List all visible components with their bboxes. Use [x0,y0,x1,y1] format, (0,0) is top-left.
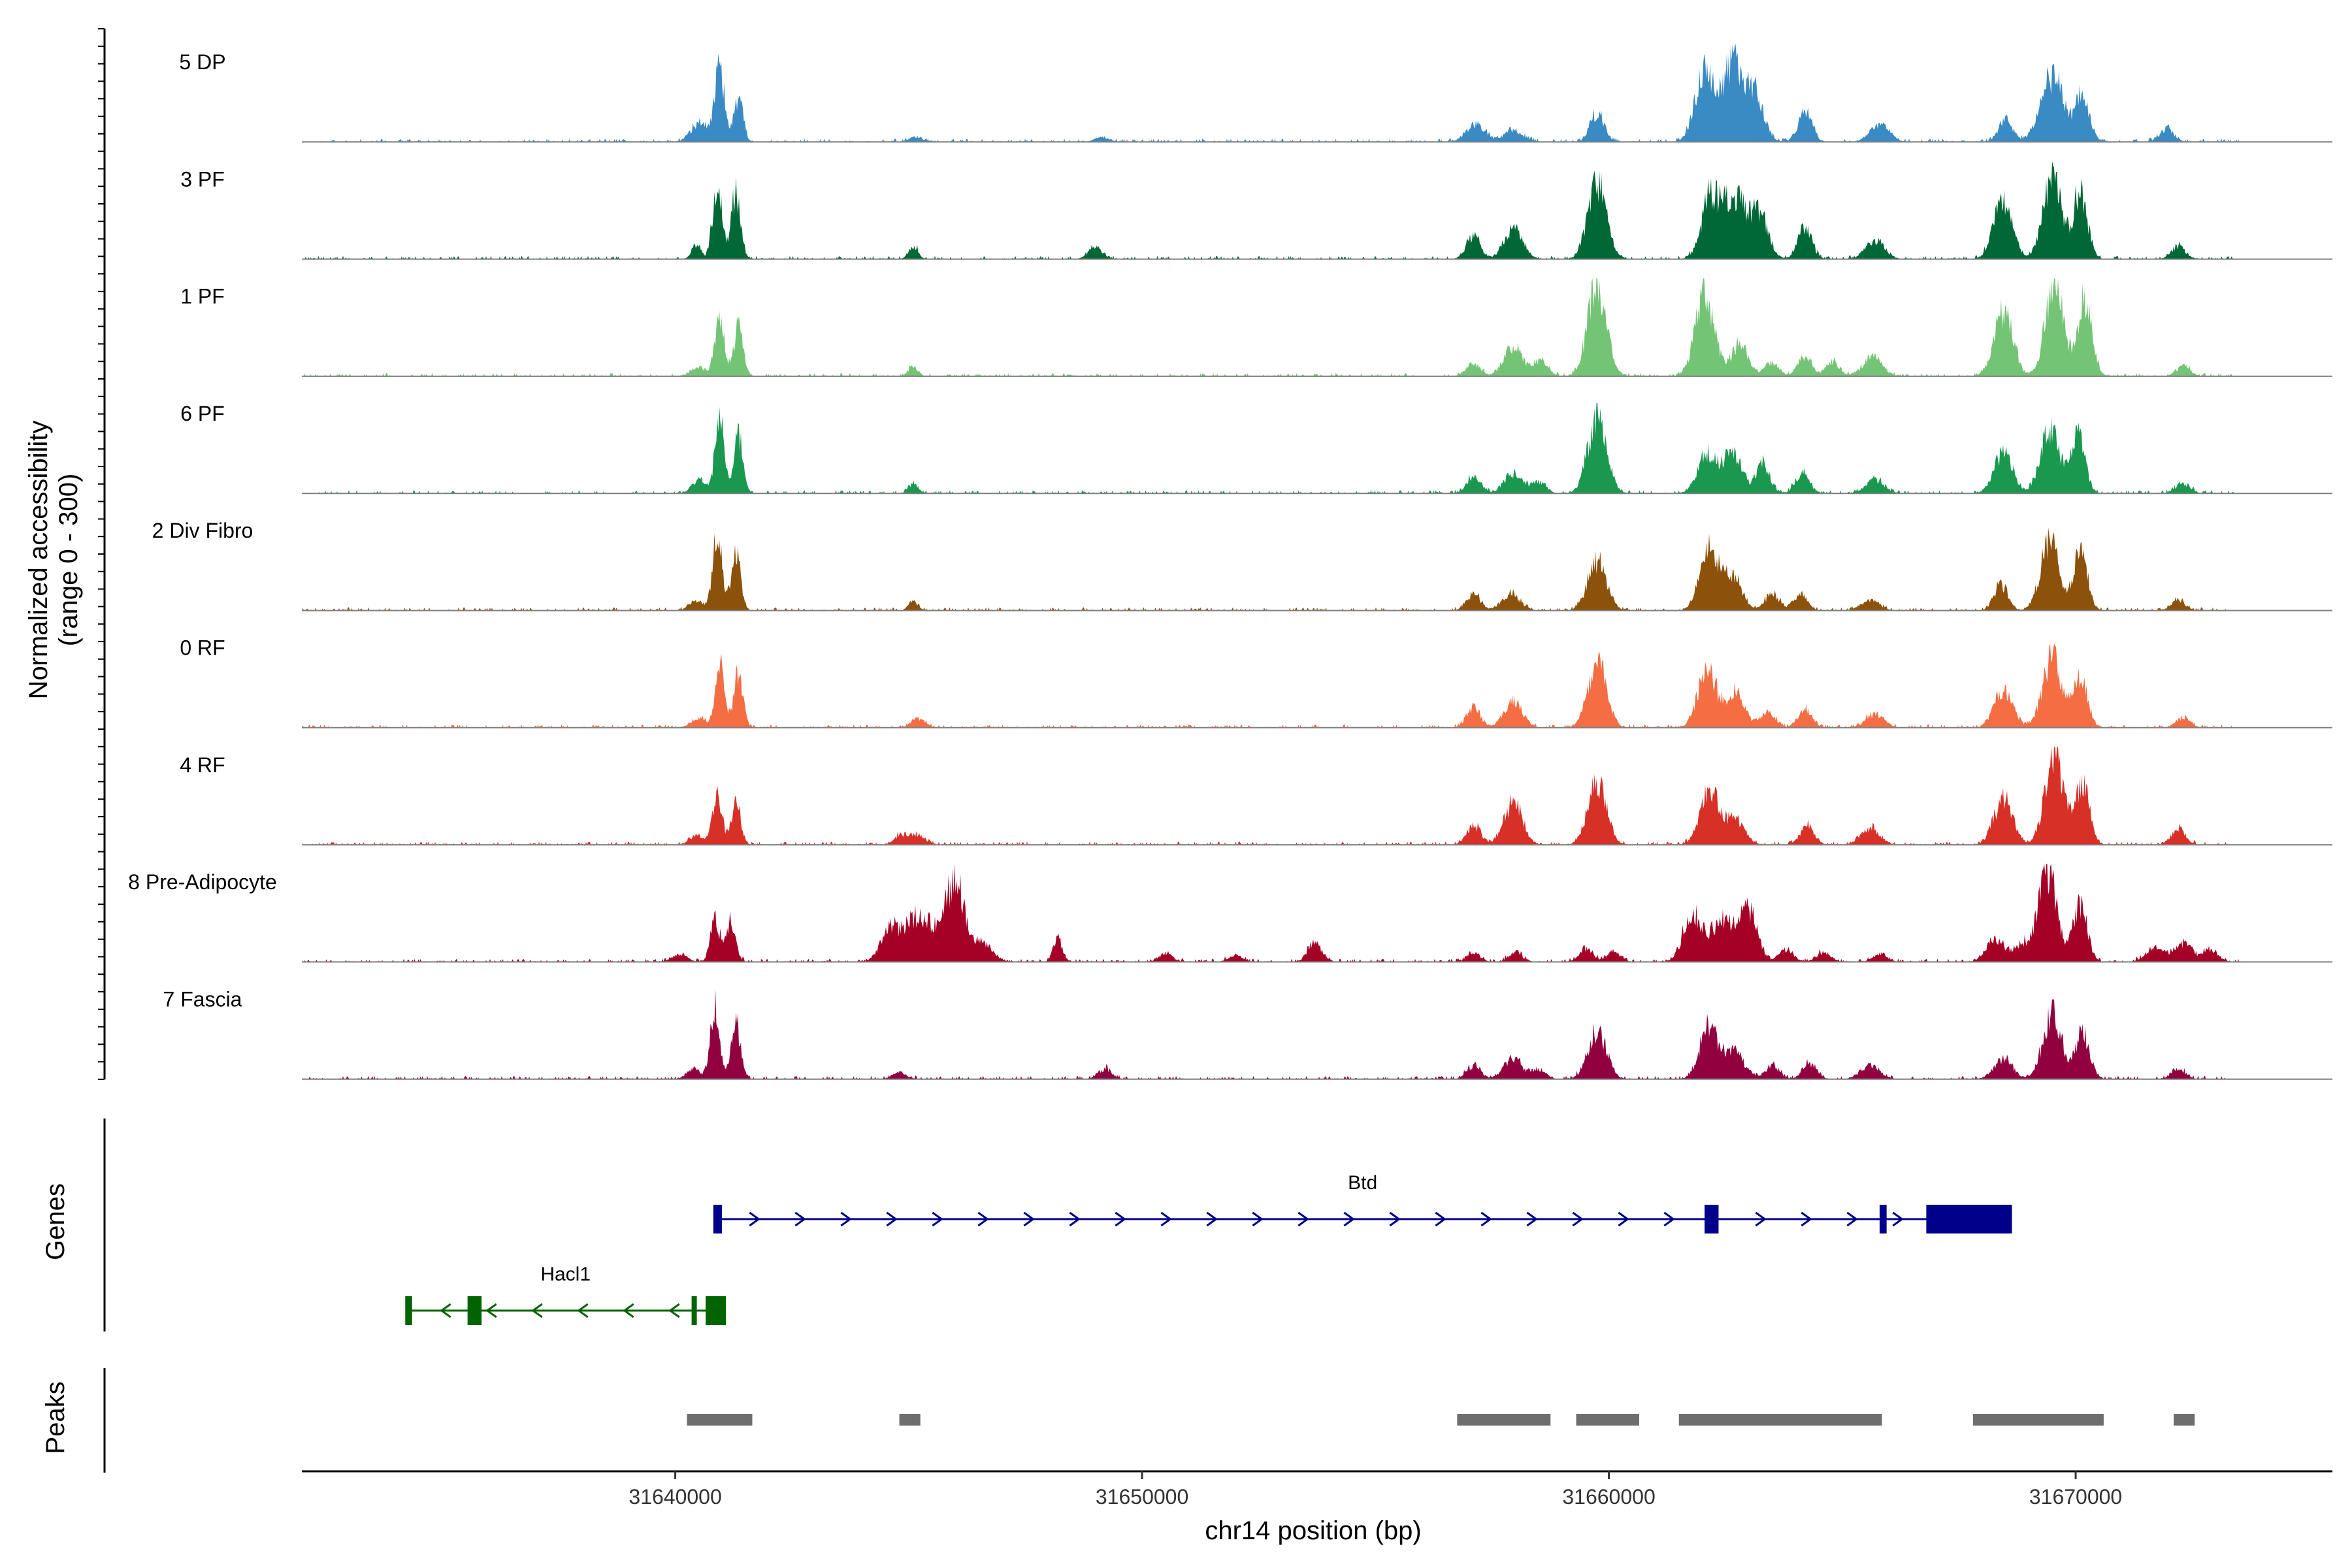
coverage-area [302,643,2240,728]
y-axis-title-line1: Normalized accessibility [24,421,53,700]
strand-chevron [1206,1211,1218,1227]
track-6: 4 RF [180,747,2332,846]
gene-Hacl1: Hacl1 [405,1264,727,1325]
peak-region [1678,1414,1882,1426]
peak-region [2174,1414,2195,1426]
strand-chevron [1435,1211,1446,1227]
track-0: 5 DP [179,44,2332,143]
peak-region [1457,1414,1551,1426]
track-label: 2 Div Fibro [152,519,253,542]
strand-chevron [1160,1211,1172,1227]
genes-track-title: Genes [41,1183,70,1260]
strand-chevron [1389,1211,1401,1227]
strand-chevron [531,1303,543,1318]
track-label: 8 Pre-Adipocyte [128,870,277,894]
strand-chevron [577,1303,589,1318]
x-tick-label: 31660000 [1562,1485,1655,1509]
strand-chevron [485,1303,497,1318]
peak-region-track [687,1414,2195,1426]
strand-chevron [932,1211,943,1227]
strand-chevron [977,1211,989,1227]
x-axis-title: chr14 position (bp) [1205,1516,1421,1545]
strand-chevron [794,1211,806,1227]
gene-exon [706,1296,725,1325]
coverage-area [302,278,2240,376]
coverage-area [302,402,2240,494]
strand-chevron [668,1303,680,1318]
strand-chevron [1892,1211,1904,1227]
gene-exon [1705,1205,1719,1233]
x-axis: 31640000 31650000 31660000 31670000 [302,1470,2332,1509]
y-axis [98,28,106,1473]
strand-chevron [1572,1211,1584,1227]
strand-chevron [886,1211,898,1227]
coverage-area [302,747,2240,845]
strand-chevron [1343,1211,1355,1227]
coverage-area [302,527,2240,611]
track-label: 0 RF [180,636,225,660]
strand-chevron [749,1211,760,1227]
coverage-area [302,989,2240,1079]
peak-region [899,1414,921,1426]
track-5: 0 RF [180,636,2332,728]
peak-region [1972,1414,2104,1426]
x-tick-label: 31640000 [629,1485,721,1509]
coverage-area [302,161,2240,259]
coverage-tracks: 5 DP 3 PF 1 PF 6 PF 2 Div Fibro 0 RF 4 RF 8 Pre… [128,44,2332,1080]
gene-Btd: Btd [713,1172,2012,1233]
gene-exon [691,1296,697,1325]
gene-name-label: Btd [1348,1172,1377,1194]
track-4: 2 Div Fibro [152,519,2332,612]
gene-name-label: Hacl1 [540,1264,591,1285]
strand-chevron [1846,1211,1858,1227]
track-2: 1 PF [180,278,2332,377]
gene-exon [406,1296,412,1325]
track-label: 6 PF [180,402,225,425]
track-label: 4 RF [180,753,225,777]
track-label: 5 DP [179,50,225,74]
gene-exon [1926,1205,2011,1233]
strand-chevron [1298,1211,1309,1227]
gene-exon [1879,1205,1887,1233]
y-axis-title-line2: (range 0 - 300) [54,474,83,647]
strand-chevron [1663,1211,1675,1227]
strand-chevron [1618,1211,1629,1227]
strand-chevron [1023,1211,1035,1227]
track-label: 1 PF [180,285,225,308]
strand-chevron [1069,1211,1081,1227]
strand-chevron [1526,1211,1538,1227]
strand-chevron [1480,1211,1492,1227]
x-tick-label: 31650000 [1096,1485,1188,1509]
track-8: 7 Fascia [163,987,2332,1080]
coverage-area [302,864,2240,962]
track-1: 3 PF [180,161,2332,260]
track-label: 3 PF [180,167,225,191]
strand-chevron [440,1303,451,1318]
strand-chevron [1755,1211,1767,1227]
coverage-area [302,44,2240,142]
strand-chevron [1801,1211,1812,1227]
track-7: 8 Pre-Adipocyte [128,864,2332,963]
strand-chevron [1115,1211,1126,1227]
gene-exon [715,1205,723,1233]
strand-chevron [840,1211,852,1227]
x-tick-label: 31670000 [2029,1485,2122,1509]
gene-exon [467,1296,482,1325]
strand-chevron [623,1303,634,1318]
peak-region [1576,1414,1639,1426]
peaks-track-title: Peaks [41,1381,70,1454]
track-label: 7 Fascia [163,987,242,1011]
track-3: 6 PF [180,402,2332,495]
strand-chevron [1252,1211,1264,1227]
peak-region [687,1414,753,1426]
gene-annotation-track: Btd Hacl1 [405,1172,2012,1325]
